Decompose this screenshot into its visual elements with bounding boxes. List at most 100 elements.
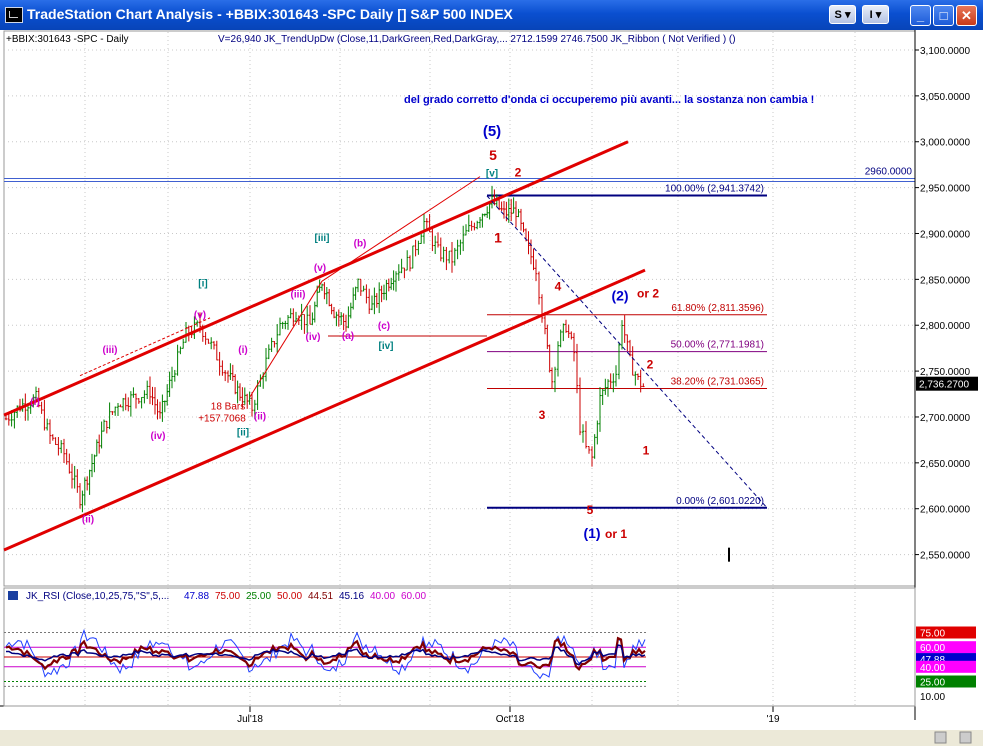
price-tick-label: 2,700.0000: [920, 413, 970, 424]
rsi-signal-line: [6, 644, 646, 666]
i-menu-label: I: [869, 9, 873, 21]
price-tick-label: 3,000.0000: [920, 138, 970, 149]
rsi-panel: JK_RSI (Close,10,25,75,"S",5,... 47.88 75.…: [0, 587, 983, 746]
fib-label: 61.80% (2,811.3596): [671, 303, 764, 314]
wave-label: [iii]: [315, 233, 330, 244]
horizontal-lines: 2960.0000 100.00% (2,941.3742) 61.80% (2,8…: [4, 166, 915, 509]
last-price-box: [916, 376, 978, 391]
fib-label: 100.00% (2,941.3742): [665, 184, 764, 195]
rsi-value: 44.51: [308, 591, 333, 602]
rsi-value: 40.00: [370, 591, 395, 602]
i-menu-button[interactable]: I ▾: [862, 5, 889, 24]
channel-upper-line: [3, 140, 629, 417]
bar-count-label: 18 Bars: [211, 402, 245, 413]
rsi-indicator-icon: [8, 591, 18, 600]
wave-label: (ii): [254, 412, 266, 423]
rsi-label: JK_RSI (Close,10,25,75,"S",5,...: [26, 591, 169, 602]
last-price-label: 2,736.2700: [919, 380, 969, 391]
wave-label: (ii): [82, 514, 94, 525]
wave-label: or 1: [605, 527, 627, 541]
s-menu-button[interactable]: S ▾: [829, 5, 856, 24]
rsi-axis-label: 10.00: [920, 692, 945, 703]
wave-label: (iii): [103, 345, 118, 356]
wave-label: (i): [30, 397, 39, 408]
wave-label: (iv): [306, 332, 321, 343]
price-tick-label: 2,750.0000: [920, 367, 970, 378]
rsi-axis-label: 75.00: [920, 629, 945, 640]
price-bars: [4, 185, 645, 513]
horizontal-scrollbar: [0, 730, 983, 746]
bar-change-label: +157.7068: [198, 414, 246, 425]
wave-label: (iv): [151, 431, 166, 442]
wave-labels: (i) (ii) (iii) (iv) (v) [i] (i) (ii) [ii] (iii) (i…: [30, 123, 659, 541]
s-menu-label: S: [834, 9, 842, 21]
scroll-right-button: [959, 731, 972, 744]
rsi-axis-label: 60.00: [920, 643, 945, 654]
fib-label: 50.00% (2,771.1981): [671, 340, 764, 351]
wave-label: [v]: [486, 169, 498, 180]
rsi-axis-label: 47.88: [920, 655, 945, 666]
rsi-value: 45.16: [339, 591, 364, 602]
indicator-label: V=26,940 JK_TrendUpDw (Close,11,DarkGree…: [218, 34, 736, 45]
wave-label: 1: [494, 230, 502, 246]
price-tick-label: 2,950.0000: [920, 184, 970, 195]
wave-label: (5): [483, 123, 501, 140]
wave-label: (1): [583, 525, 600, 541]
minimize-icon: _: [916, 8, 925, 23]
rsi-value: 47.88: [184, 591, 209, 602]
wave-label: 5: [489, 147, 497, 163]
rsi-value: 25.00: [246, 591, 271, 602]
dropdown-arrow-icon: ▾: [875, 9, 882, 21]
time-axis-label: Oct'18: [496, 714, 525, 725]
rsi-value: 75.00: [215, 591, 240, 602]
wave-connector-line: [321, 176, 481, 282]
price-tick-label: 2,650.0000: [920, 459, 970, 470]
rsi-axis-badge: [916, 626, 976, 639]
wave-label: (i): [238, 345, 247, 356]
rsi-value: 50.00: [277, 591, 302, 602]
maximize-button[interactable]: □: [933, 5, 954, 26]
price-tick-label: 2,900.0000: [920, 229, 970, 240]
price-tick-label: 3,050.0000: [920, 92, 970, 103]
wave-label: (v): [314, 263, 326, 274]
rsi-axis-badge: [916, 641, 976, 654]
level-label: 2960.0000: [865, 166, 913, 177]
dropdown-arrow-icon: ▾: [844, 9, 851, 21]
fib-label: 38.20% (2,731.0365): [671, 376, 764, 387]
wave-label: 4: [555, 279, 562, 293]
scroll-thumb: [934, 731, 947, 744]
title-bar: TradeStation Chart Analysis - +BBIX:3016…: [0, 0, 983, 30]
rsi-value: 60.00: [401, 591, 426, 602]
wave-label: (c): [378, 321, 390, 332]
wave-label: or 2: [637, 287, 659, 301]
price-axis: 3,100.0000 3,050.0000 3,000.0000 2,950.0000…: [0, 30, 978, 725]
annotation-text: del grado corretto d'onda ci occuperemo …: [404, 94, 814, 106]
wave-label: [i]: [198, 279, 207, 290]
rsi-line: [5, 628, 646, 680]
rsi-smoothed-line: [5, 636, 646, 672]
time-axis-label: Jul'18: [237, 714, 263, 725]
price-tick-label: 2,550.0000: [920, 551, 970, 562]
price-chart[interactable]: 2960.0000 100.00% (2,941.3742) 61.80% (2,8…: [0, 30, 983, 746]
chart-app-icon[interactable]: [5, 7, 23, 23]
time-axis-label: '19: [766, 714, 779, 725]
window-title: TradeStation Chart Analysis - +BBIX:3016…: [27, 6, 513, 22]
symbol-label: +BBIX:301643 -SPC - Daily: [6, 34, 129, 45]
wave-label: 1: [643, 444, 650, 458]
wave-label: (a): [342, 331, 354, 342]
wave-label: 2: [647, 357, 654, 371]
price-tick-label: 2,800.0000: [920, 321, 970, 332]
wave-label: [ii]: [237, 427, 249, 438]
wave-label: (iii): [291, 290, 306, 301]
fib-label: 0.00% (2,601.0220): [676, 496, 764, 507]
wave-label: (v): [194, 310, 206, 321]
rsi-axis-badge: [916, 675, 976, 688]
minimize-button[interactable]: _: [910, 5, 931, 26]
maximize-icon: □: [939, 8, 948, 23]
close-icon: ✕: [961, 8, 972, 23]
rsi-axis-label: 25.00: [920, 678, 945, 689]
dashed-trend-line: [79, 317, 211, 377]
trend-lines: [3, 140, 768, 562]
close-button[interactable]: ✕: [956, 5, 977, 26]
wave-label: [iv]: [379, 341, 394, 352]
